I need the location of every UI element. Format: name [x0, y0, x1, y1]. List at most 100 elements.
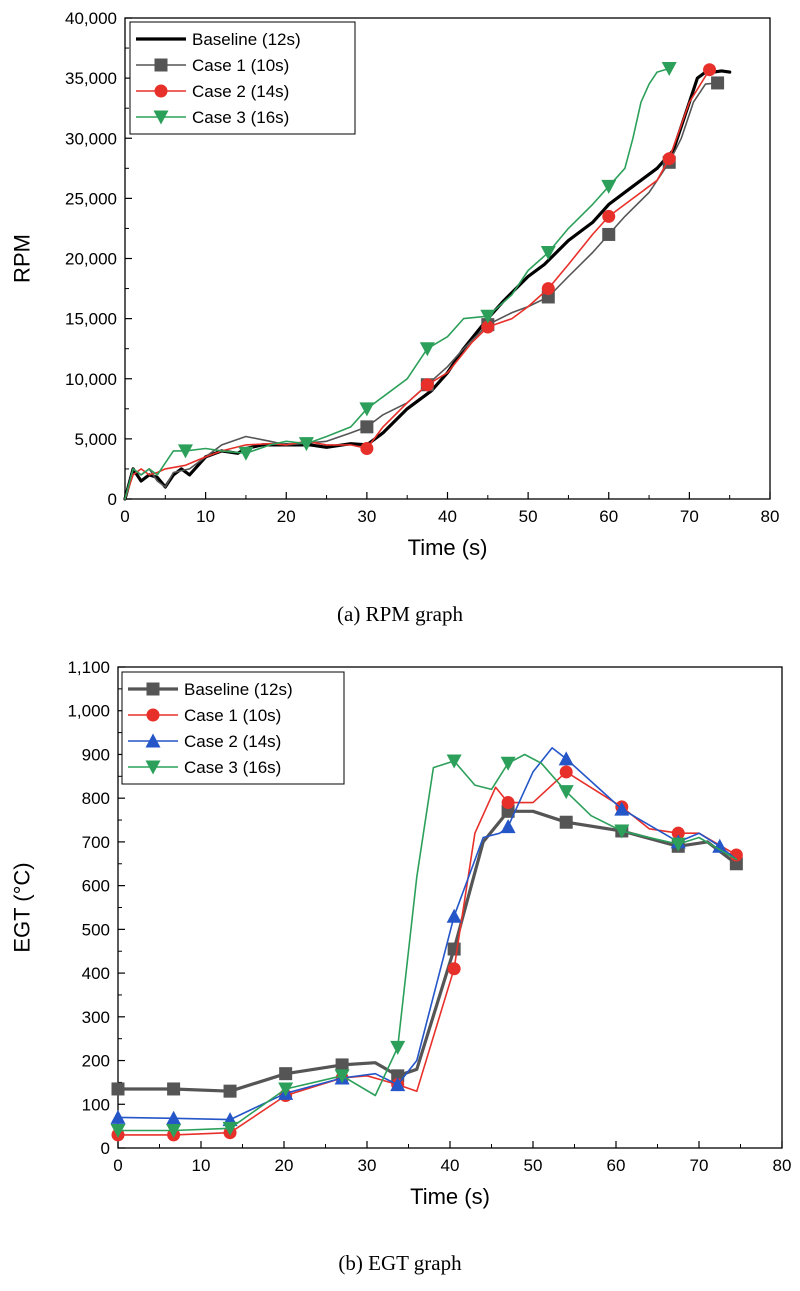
y-tick-label: 0 [101, 1139, 110, 1158]
series-2-point [420, 378, 434, 392]
rpm-graph-caption: (a) RPM graph [337, 602, 463, 626]
x-tick-label: 20 [275, 1156, 294, 1175]
series-2-point [166, 1110, 182, 1125]
series-3-point [359, 402, 375, 417]
legend-label-2: Case 2 (14s) [184, 732, 281, 751]
x-tick-label: 0 [120, 507, 129, 526]
series-group [123, 62, 732, 501]
y-tick-label: 30,000 [65, 129, 117, 148]
y-tick-label: 100 [82, 1095, 110, 1114]
series-1-point [559, 765, 573, 779]
series-3-point [334, 1069, 350, 1084]
series-0-point [223, 1084, 237, 1098]
x-tick-label: 70 [680, 507, 699, 526]
y-tick-label: 5,000 [74, 430, 117, 449]
series-2-point [558, 751, 574, 766]
y-tick-label: 200 [82, 1052, 110, 1071]
x-tick-label: 50 [524, 1156, 543, 1175]
series-0-point [335, 1058, 349, 1072]
legend-marker-2 [154, 84, 168, 98]
legend-marker-3 [145, 760, 161, 775]
y-tick-label: 25,000 [65, 189, 117, 208]
y-tick-label: 20,000 [65, 250, 117, 269]
y-tick-label: 10,000 [65, 370, 117, 389]
series-0-point [111, 1082, 125, 1096]
x-tick-label: 50 [519, 507, 538, 526]
x-tick-label: 80 [773, 1156, 792, 1175]
x-tick-label: 20 [277, 507, 296, 526]
rpm-chart: 0 10 20 30 40 50 60 70 80 0 5,000 10,000 15,000 20,00… [10, 9, 780, 560]
x-tick-label: 10 [192, 1156, 211, 1175]
series-line-0 [123, 69, 732, 501]
legend-label-3: Case 3 (16s) [184, 758, 281, 777]
series-3-point [558, 785, 574, 800]
y-tick-label: 900 [82, 745, 110, 764]
series-3-point [110, 1124, 126, 1139]
legend-label-1: Case 1 (10s) [192, 56, 289, 75]
legend-box [129, 21, 356, 135]
x-tick-label: 0 [113, 1156, 122, 1175]
legend-label-1: Case 1 (10s) [184, 706, 281, 725]
series-1-point [671, 826, 685, 840]
legend-marker-2 [145, 733, 161, 748]
series-0-point [279, 1067, 293, 1081]
y-tick-label: 1,000 [67, 702, 110, 721]
series-2-point [481, 320, 495, 334]
legend-label-0: Baseline (12s) [184, 680, 293, 699]
series-3-point [298, 437, 314, 452]
y-tick-label: 0 [108, 490, 117, 509]
series-3-point [446, 754, 462, 769]
series-2-point [614, 801, 630, 816]
series-2-point [360, 441, 374, 455]
series-2-point [703, 63, 717, 77]
series-0-point [447, 942, 461, 956]
x-tick-label: 70 [690, 1156, 709, 1175]
series-2-point [541, 282, 555, 296]
series-3-point [540, 245, 556, 260]
legend-label-0: Baseline (12s) [192, 30, 301, 49]
y-tick-label: 40,000 [65, 9, 117, 28]
series-line-1 [117, 771, 738, 1136]
y-axis-title: EGT (°C) [10, 862, 35, 952]
x-tick-label: 30 [358, 1156, 377, 1175]
series-3-point [278, 1082, 294, 1097]
x-tick-label: 40 [441, 1156, 460, 1175]
series-3-point [670, 837, 686, 852]
x-tick-label: 40 [438, 507, 457, 526]
y-tick-label: 400 [82, 964, 110, 983]
series-2-point [662, 152, 676, 166]
series-2-point [390, 1077, 406, 1092]
series-3-point [390, 1040, 406, 1055]
series-line-3 [117, 753, 738, 1132]
legend: Baseline (12s) Case 1 (10s) Case 2 (14s) Ca… [129, 21, 356, 135]
y-axis: 0 5,000 10,000 15,000 20,000 25,000 30,000 35,0… [65, 9, 132, 509]
x-tick-label: 60 [607, 1156, 626, 1175]
series-3-point [480, 309, 496, 324]
legend-marker-3 [153, 110, 169, 125]
series-line-1 [124, 82, 719, 500]
series-1-point [711, 76, 725, 90]
series-3-point [166, 1124, 182, 1139]
y-axis-title: RPM [10, 234, 35, 283]
series-3-point [238, 446, 254, 461]
legend-marker-1 [154, 58, 168, 72]
series-1-point [360, 420, 374, 434]
y-tick-label: 600 [82, 877, 110, 896]
x-tick-label: 30 [357, 507, 376, 526]
x-axis: 0 10 20 30 40 50 60 70 80 [113, 1141, 791, 1175]
egt-graph-caption: (b) EGT graph [338, 1251, 462, 1275]
y-tick-label: 700 [82, 833, 110, 852]
legend: Baseline (12s) Case 1 (10s) Case 2 (14s) Ca… [121, 671, 345, 785]
series-line-2 [124, 68, 711, 500]
legend-label-2: Case 2 (14s) [192, 82, 289, 101]
x-tick-label: 10 [196, 507, 215, 526]
series-group [110, 747, 743, 1142]
series-3-point [177, 444, 193, 459]
y-axis: 0 100 200 300 400 500 600 700 800 900 1,000 1,100 [67, 658, 125, 1158]
series-3-point [222, 1121, 238, 1136]
series-2-point [712, 838, 728, 853]
series-1-point [602, 227, 616, 241]
series-1-point [501, 796, 515, 810]
series-0-point [559, 815, 573, 829]
